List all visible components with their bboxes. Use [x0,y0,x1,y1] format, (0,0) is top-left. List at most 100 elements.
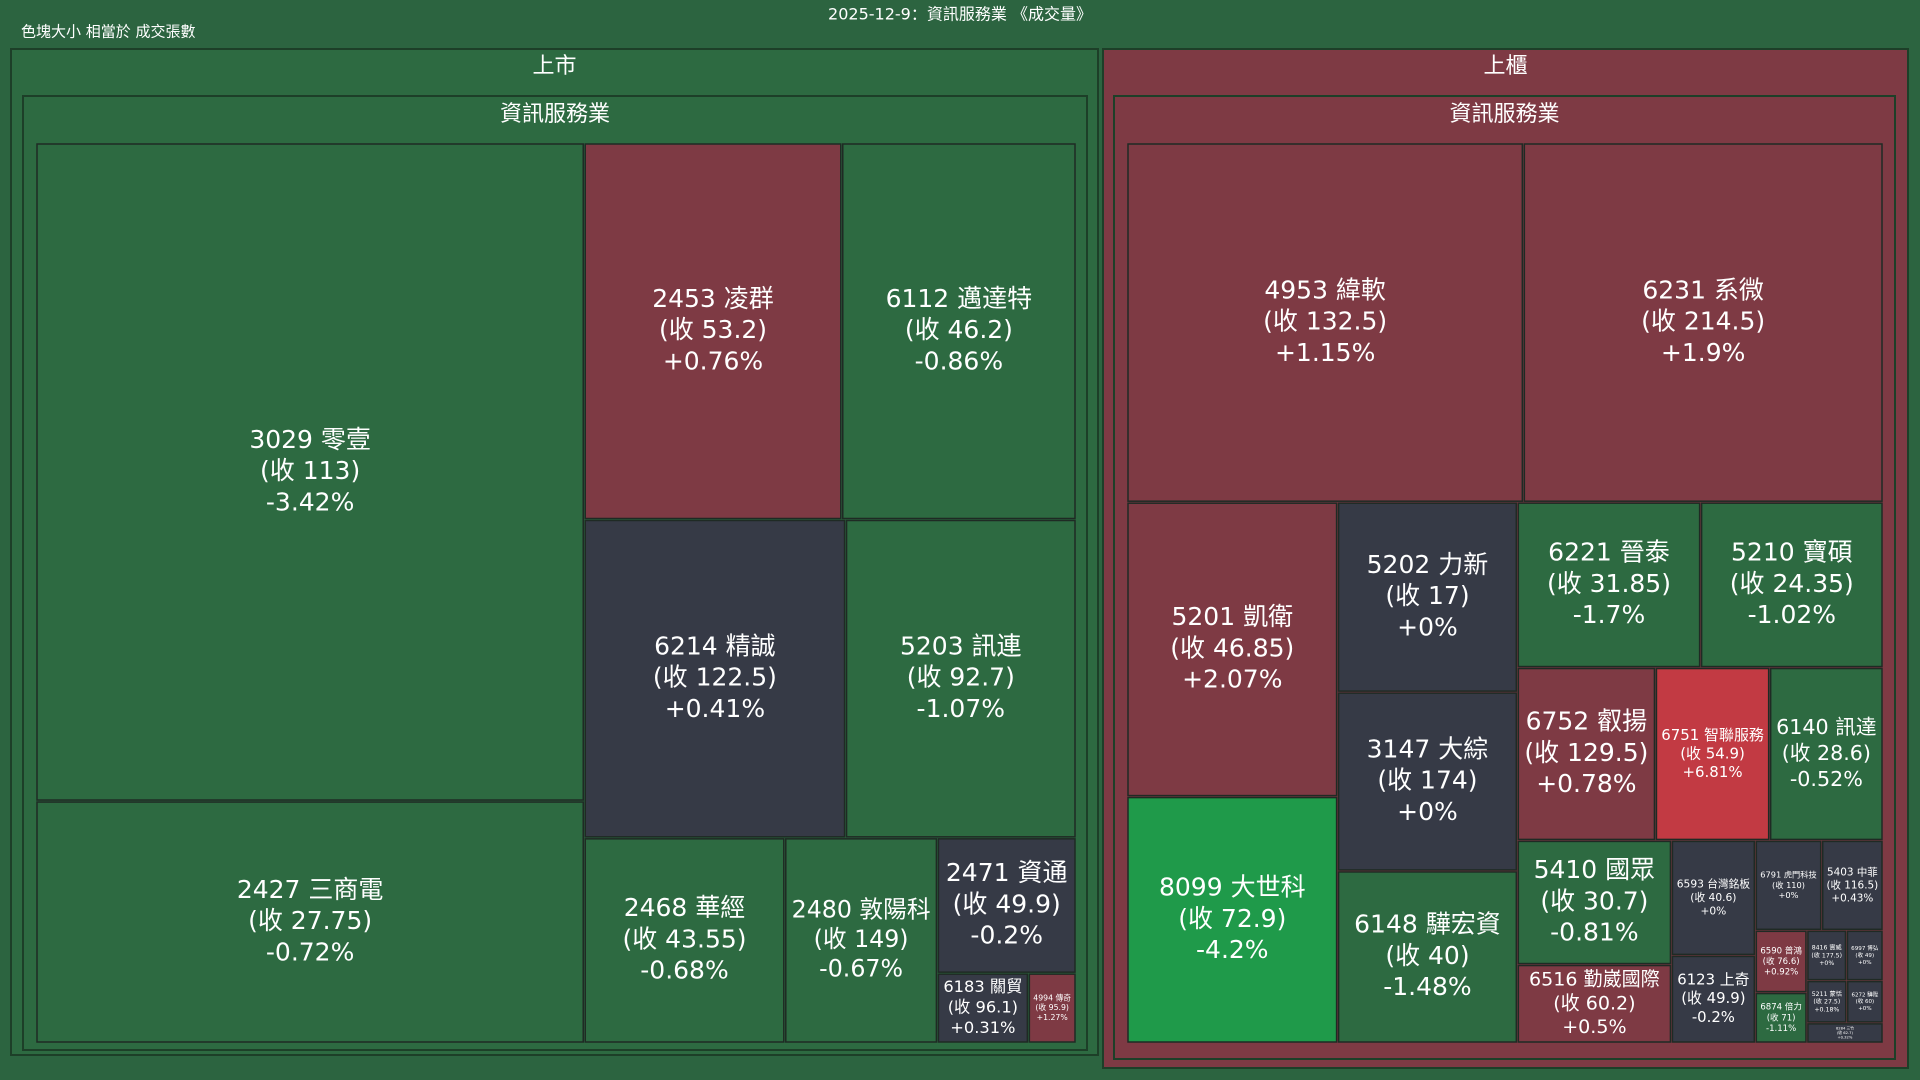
tile [937,838,1076,973]
tile [1517,964,1672,1043]
tile-label: 6140 訊達 [1776,715,1876,739]
tile-label: 5403 中菲 [1827,865,1878,878]
tile-close: (收 174) [1377,766,1477,795]
tile [584,519,846,838]
tile-label: 6231 系微 [1642,275,1764,304]
tile-close: (收 177.5) [1811,951,1842,959]
tile [1655,667,1770,841]
tile-label: 6123 上奇 [1677,971,1749,989]
tile-change: +0.32% [1838,1036,1853,1040]
tile-close: (收 132.5) [1263,307,1387,336]
tile-change: +1.9% [1661,338,1745,367]
tile-change: +0% [1700,904,1726,917]
tile-label: 2468 華經 [624,893,746,922]
tile [1337,692,1518,871]
tile-change: -0.67% [819,955,903,983]
tile-label: 6112 邁達特 [886,284,1033,313]
tile-label: 5211 蒙恬 [1812,990,1842,998]
tile-label: 6874 倍力 [1760,1001,1802,1013]
tile-change: +0.41% [665,694,765,723]
tile-close: (收 60.2) [1553,992,1635,1014]
tile-change: -4.2% [1196,935,1269,964]
tile-change: -1.48% [1383,972,1471,1001]
tile [785,838,938,1043]
tile-label: 5202 力新 [1367,550,1489,579]
tile [842,143,1076,520]
tile-close: (收 76.6) [1763,955,1800,967]
tile-close: (收 27.75) [248,906,372,935]
tile [1755,992,1807,1043]
tile-change: +0.31% [950,1018,1015,1037]
tile-change: +0.92% [1764,968,1798,978]
tile [1127,796,1338,1043]
tile [1671,955,1756,1043]
tile-change: -0.2% [1692,1008,1735,1026]
tile-close: (收 40) [1385,941,1469,970]
tile-label: 8099 大世科 [1159,873,1306,902]
group-label: 上市 [532,54,576,79]
tile-close: (收 49.9) [1681,989,1745,1007]
tile-change: +0% [1397,612,1458,641]
tile-label: 5203 訊連 [900,631,1022,660]
tile-close: (收 95.9) [1035,1002,1069,1012]
tile-close: (收 28.6) [1782,741,1871,765]
tile-close: (收 30.7) [1540,886,1648,915]
tile-label: 2427 三商電 [237,875,384,904]
tile-close: (收 60) [1856,997,1875,1005]
tile-close: (收 54.9) [1680,744,1745,762]
tile-close: (收 72.9) [1178,904,1286,933]
tile-change: -0.52% [1790,767,1863,791]
tile-close: (收 129.5) [1524,738,1648,767]
tile [1807,1023,1883,1043]
tile-change: +0% [1397,797,1458,826]
subgroup-label: 資訊服務業 [500,102,610,127]
tile-close: (收 71) [1767,1011,1796,1023]
tile [937,973,1029,1043]
tile [36,143,584,801]
tile-change: -0.68% [640,956,728,985]
tile-change: +0% [1858,1006,1871,1012]
tile-label: 2453 凌群 [652,284,774,313]
tile-change: +0% [1819,960,1834,967]
tile-change: -0.86% [915,346,1003,375]
tile-label: 2480 敦陽科 [792,895,931,923]
tile [1127,502,1338,797]
tile-close: (收 116.5) [1826,878,1878,891]
tile-label: 6221 晉泰 [1548,538,1670,567]
tile-close: (收 43.55) [622,924,746,953]
tile-label: 4994 傳奇 [1033,992,1071,1002]
tile-label: 6148 驊宏資 [1354,910,1501,939]
tile-close: (收 49) [1855,951,1874,959]
tile-change: +0.78% [1536,769,1636,798]
tile-label: 6272 驊陞 [1851,990,1878,998]
tile [1517,502,1701,668]
tile-label: 8284 三竹 [1836,1025,1854,1030]
tile [1807,930,1847,981]
tile-label: 2471 資通 [946,858,1068,887]
tile-close: (收 62.7) [1837,1030,1854,1035]
tile-label: 6997 博弘 [1851,944,1879,952]
tile-change: -1.07% [917,694,1005,723]
tile-change: -1.7% [1573,600,1646,629]
tile [1847,980,1883,1023]
tile [1127,143,1524,502]
tile-close: (收 27.5) [1813,998,1840,1006]
tile-change: -1.11% [1766,1024,1796,1034]
tile [1517,840,1672,965]
tile-close: (收 46.85) [1170,633,1294,662]
tile-close: (收 122.5) [653,663,777,692]
tile-change: +0% [1858,960,1872,966]
tile-label: 5410 國眾 [1534,855,1656,884]
tile-close: (收 214.5) [1641,307,1765,336]
tile [1700,502,1883,668]
tile-change: +1.15% [1275,338,1375,367]
tile [1755,930,1807,993]
tile-label: 6752 叡揚 [1526,707,1648,736]
tile-label: 6751 智聯服務 [1661,726,1764,744]
tile [1337,502,1518,692]
subgroup-label: 資訊服務業 [1449,102,1559,127]
tile [1517,667,1656,841]
tile [36,801,584,1043]
tile [1523,143,1883,502]
